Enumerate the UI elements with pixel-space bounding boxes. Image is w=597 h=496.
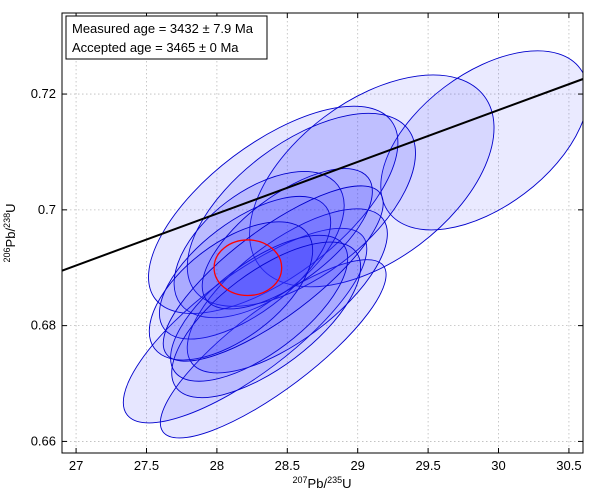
- error-ellipse: [148, 221, 314, 361]
- y-axis-label: 206Pb/238U: [2, 204, 18, 263]
- x-axis-label-main2: U: [342, 476, 351, 491]
- y-axis-label-sup1: 206: [2, 247, 12, 262]
- x-tick-label: 29: [350, 458, 364, 473]
- x-tick-label: 27.5: [134, 458, 159, 473]
- x-tick-label: 27: [69, 458, 83, 473]
- x-axis-label-sup1: 207: [293, 475, 308, 485]
- y-axis-label-sup2: 238: [2, 213, 12, 228]
- x-tick-label: 30.5: [556, 458, 581, 473]
- error-ellipse: [159, 259, 387, 439]
- error-ellipse: [162, 185, 384, 362]
- x-tick-label: 28.5: [275, 458, 300, 473]
- x-tick-label: 29.5: [415, 458, 440, 473]
- y-tick-label: 0.72: [31, 86, 56, 101]
- highlight-layer: [213, 239, 283, 297]
- regression-layer: [62, 78, 583, 272]
- regression-line: [62, 78, 583, 272]
- error-ellipse: [171, 241, 362, 399]
- error-ellipse: [170, 234, 349, 382]
- x-axis-label-sup2: 235: [327, 475, 342, 485]
- highlight-ellipse: [213, 239, 283, 297]
- legend-line-accepted: Accepted age = 3465 ± 0 Ma: [72, 40, 239, 55]
- legend-line-measured: Measured age = 3432 ± 7.9 Ma: [72, 21, 254, 36]
- y-axis-label-main2: U: [3, 204, 18, 213]
- plot-frame: [61, 12, 584, 454]
- legend-box: [65, 15, 268, 60]
- plot-background: [62, 13, 583, 453]
- error-ellipse: [158, 195, 332, 340]
- y-axis: 0.66 0.68 0.7 0.72: [31, 86, 583, 448]
- x-tick-label: 28: [210, 458, 224, 473]
- x-axis: 27 27.5 28 28.5 29 29.5 30 30.5: [69, 13, 582, 473]
- error-ellipse: [148, 105, 399, 314]
- legend: Measured age = 3432 ± 7.9 Ma Accepted ag…: [65, 15, 268, 60]
- y-tick-label: 0.68: [31, 318, 56, 333]
- y-tick-label: 0.7: [38, 202, 56, 217]
- y-tick-label: 0.66: [31, 433, 56, 448]
- x-axis-label: 207Pb/235U: [293, 475, 352, 491]
- y-axis-label-main1: Pb/: [3, 228, 18, 248]
- x-axis-label-main1: Pb/: [308, 476, 328, 491]
- error-ellipse: [201, 168, 373, 310]
- x-tick-label: 30: [491, 458, 505, 473]
